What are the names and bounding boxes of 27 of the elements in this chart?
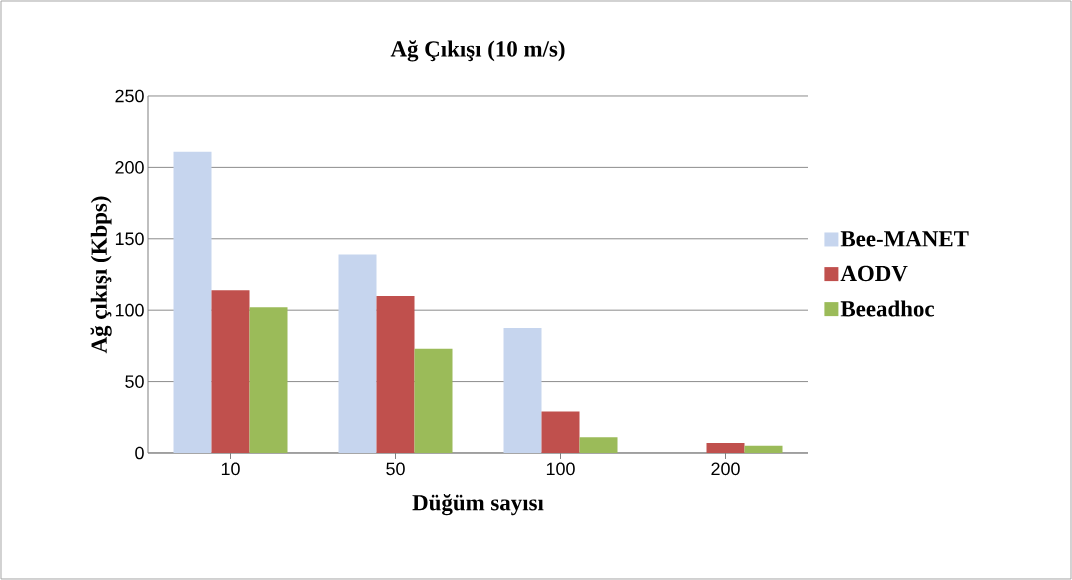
y-axis-title: Ağ çıkışı (Kbps) [90,196,112,354]
legend-label: Beeadhoc [840,300,935,317]
y-tick-label: 100 [115,303,144,317]
bar [376,295,415,453]
chart-title: Ağ Çıkışı (10 m/s) [390,40,565,62]
x-tick-label: 50 [386,462,405,476]
y-tick-label: 150 [115,232,144,246]
bar [414,348,453,453]
legend-label: Bee-MANET [840,231,969,247]
bar [503,328,542,453]
y-tick-label: 0 [135,446,144,460]
bar [173,151,212,453]
bar [249,307,288,453]
y-tick-label: 50 [125,375,144,388]
legend-label: AODV [840,265,908,282]
x-axis-title: Düğüm sayısı [412,494,544,516]
bar [579,437,618,453]
bar [541,411,580,453]
y-tick-label: 200 [115,161,144,174]
bar [211,290,250,453]
x-tick-label: 10 [221,462,240,476]
bar [706,442,745,453]
x-tick-label: 200 [711,462,740,476]
x-tick-label: 100 [546,462,575,476]
bar [744,445,783,453]
bar [338,254,377,453]
y-tick-label: 250 [115,89,144,103]
